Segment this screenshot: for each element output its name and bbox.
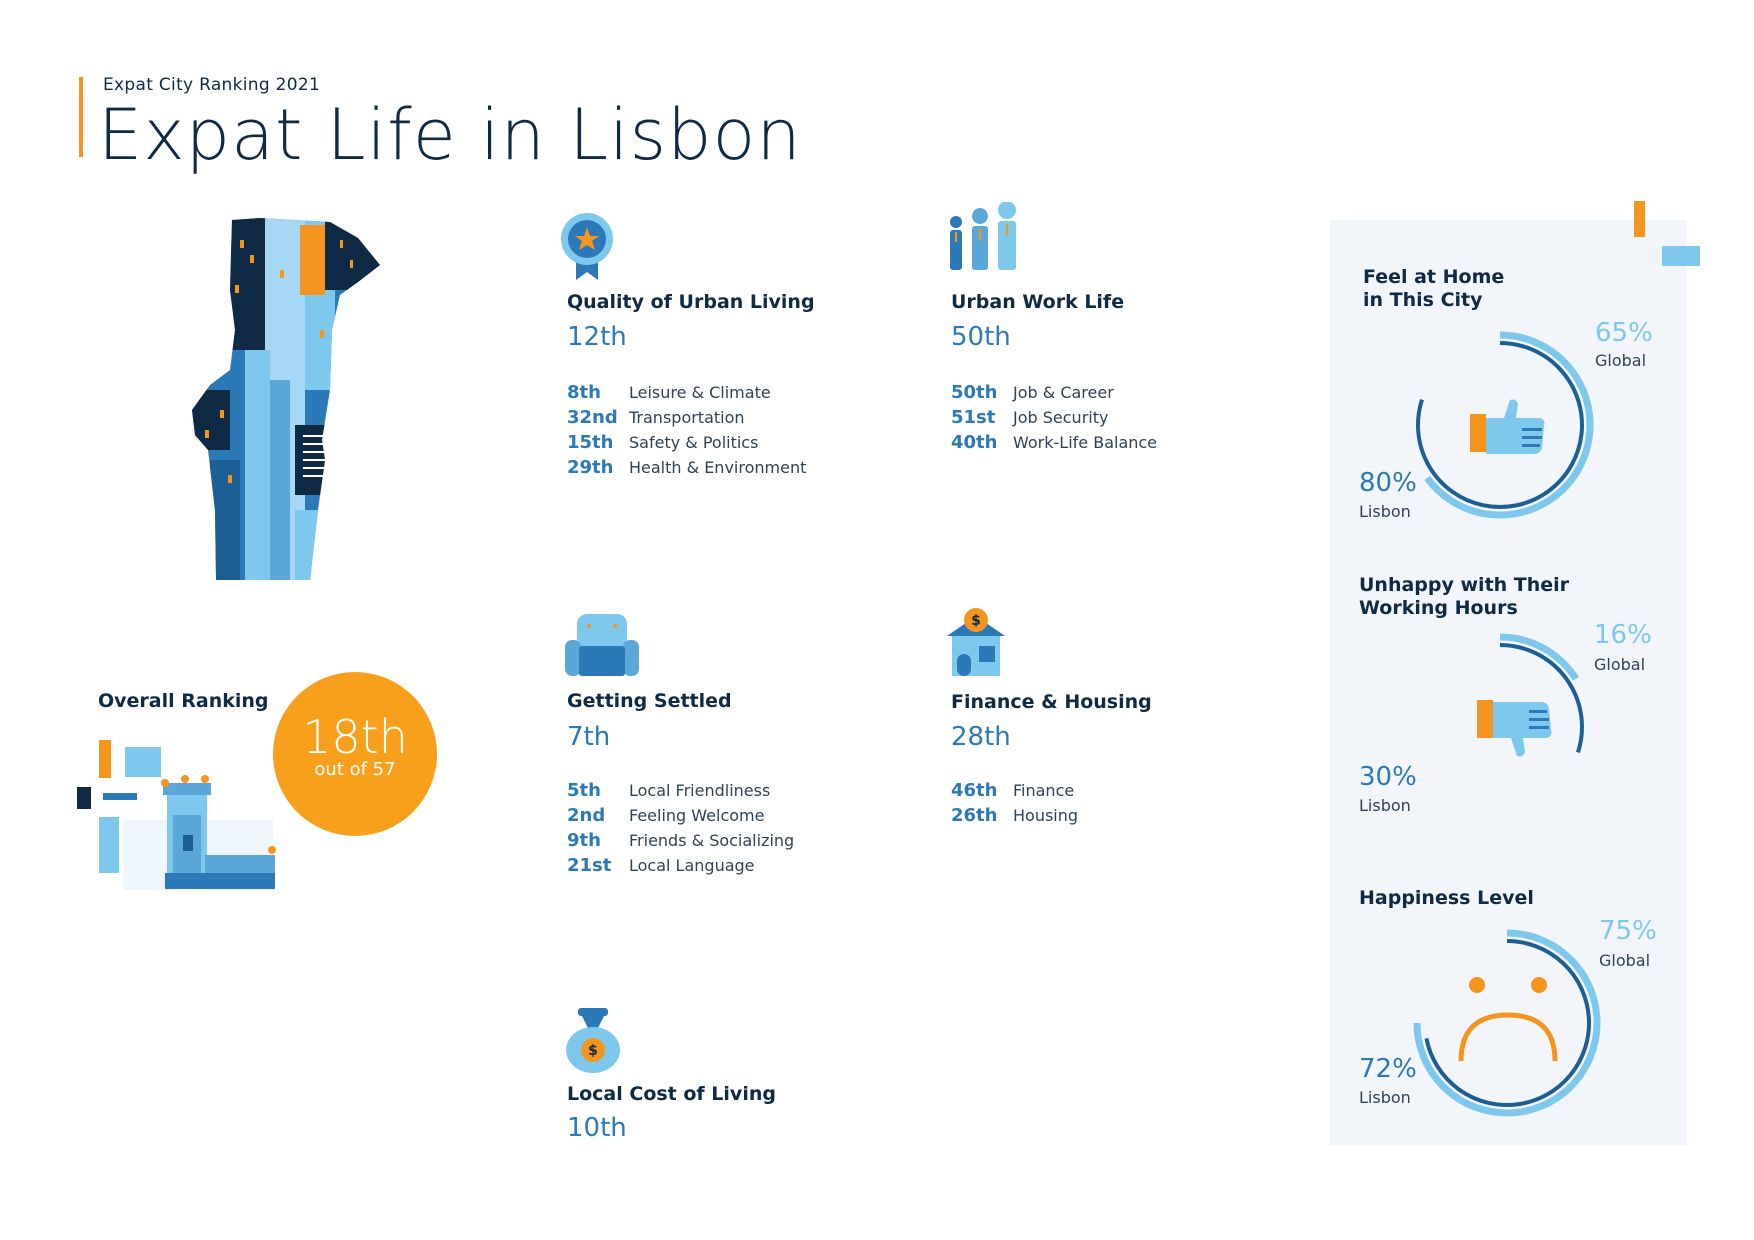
list-item: 2nd Feeling Welcome <box>567 805 765 826</box>
stat-1-lisbon-label: Lisbon <box>1359 502 1411 521</box>
list-item: 26th Housing <box>951 805 1079 826</box>
thumbs-up-icon <box>1470 399 1545 454</box>
thumbs-down-icon <box>1477 700 1552 757</box>
belem-tower-illustration <box>77 740 276 890</box>
stat-2-lisbon-pct: 30% <box>1359 762 1417 792</box>
quality-urban-living-title: Quality of Urban Living <box>567 291 815 313</box>
list-item: 21st Local Language <box>567 855 755 876</box>
urban-work-life-rank: 50th <box>951 322 1011 352</box>
overall-rank-value: 18th <box>302 710 408 764</box>
svg-text:$: $ <box>971 613 981 629</box>
feel-at-home-ring <box>1416 331 1594 519</box>
list-item: 9th Friends & Socializing <box>567 830 795 851</box>
panel-accent-blue <box>1662 246 1700 266</box>
finance-sub-list: 46th Finance 26th Housing <box>951 778 1078 828</box>
lisbon-arc <box>1499 643 1584 753</box>
working-hours-ring <box>1499 633 1584 753</box>
stat-feel-at-home-title: Feel at Home in This City <box>1363 266 1505 311</box>
quality-urban-living-rank: 12th <box>567 322 627 352</box>
global-arc <box>1499 633 1579 681</box>
happiness-ring <box>1413 929 1601 1117</box>
overall-rank-badge: 18th out of 57 <box>273 672 437 836</box>
stat-3-global-pct: 75% <box>1599 916 1657 946</box>
global-arc <box>1424 331 1594 519</box>
stat-1-global-label: Global <box>1595 351 1647 370</box>
settled-sub-list: 5th Local Friendliness 2nd Feeling Welcome… <box>567 778 794 878</box>
global-arc <box>1413 929 1601 1117</box>
list-item: 50th Job & Career <box>951 382 1114 403</box>
list-item: 29th Health & Environment <box>567 457 807 478</box>
work-sub-list: 50th Job & Career 51st Job Security 40th Wo… <box>951 380 1157 455</box>
house-dollar-icon: $ <box>947 608 1005 676</box>
stat-3-global-label: Global <box>1599 951 1651 970</box>
list-item: 40th Work-Life Balance <box>951 432 1158 453</box>
list-item: 51st Job Security <box>951 407 1109 428</box>
stat-3-lisbon-pct: 72% <box>1359 1054 1417 1084</box>
stat-1-global-pct: 65% <box>1595 318 1653 348</box>
svg-text:$: $ <box>588 1043 598 1059</box>
stat-1-lisbon-pct: 80% <box>1359 468 1417 498</box>
stat-2-global-pct: 16% <box>1594 620 1652 650</box>
stat-3-lisbon-label: Lisbon <box>1359 1088 1411 1107</box>
portugal-map-illustration <box>192 218 380 580</box>
list-item: 5th Local Friendliness <box>567 780 771 801</box>
finance-housing-rank: 28th <box>951 722 1011 752</box>
armchair-icon <box>565 614 639 676</box>
lisbon-arc <box>1416 341 1584 509</box>
stat-2-global-label: Global <box>1594 655 1646 674</box>
title-accent-bar <box>79 77 83 157</box>
stat-happiness-title: Happiness Level <box>1359 887 1534 909</box>
overall-ranking-label: Overall Ranking <box>98 690 269 712</box>
page-subtitle: Expat City Ranking 2021 <box>103 75 321 95</box>
list-item: 8th Leisure & Climate <box>567 382 771 403</box>
list-item: 32nd Transportation <box>567 407 745 428</box>
quality-sub-list: 8th Leisure & Climate 32nd Transportation … <box>567 380 806 480</box>
stats-panel <box>1330 220 1687 1145</box>
finance-housing-title: Finance & Housing <box>951 691 1152 713</box>
local-cost-rank: 10th <box>567 1113 627 1143</box>
list-item: 15th Safety & Politics <box>567 432 759 453</box>
list-item: 46th Finance <box>951 780 1075 801</box>
stat-working-hours-title: Unhappy with Their Working Hours <box>1359 574 1570 619</box>
sad-face-icon <box>1458 977 1558 1062</box>
panel-accent-orange <box>1634 201 1645 237</box>
people-icon <box>950 202 1016 270</box>
page-title: Expat Life in Lisbon <box>98 94 802 176</box>
lisbon-arc <box>1424 939 1591 1107</box>
getting-settled-title: Getting Settled <box>567 690 732 712</box>
award-ribbon-icon <box>561 213 613 280</box>
overall-rank-out-of: out of 57 <box>314 759 396 780</box>
stat-2-lisbon-label: Lisbon <box>1359 796 1411 815</box>
getting-settled-rank: 7th <box>567 722 611 752</box>
urban-work-life-title: Urban Work Life <box>951 291 1125 313</box>
money-bag-icon: $ <box>566 1008 620 1073</box>
local-cost-title: Local Cost of Living <box>567 1083 776 1105</box>
